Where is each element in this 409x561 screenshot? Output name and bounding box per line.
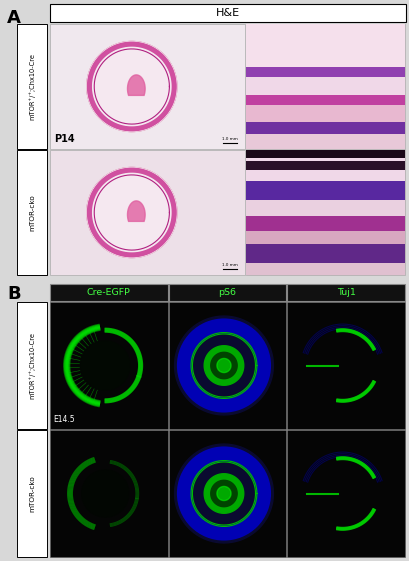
Text: 1.0 mm: 1.0 mm — [222, 137, 238, 141]
Text: pS6: pS6 — [218, 288, 236, 297]
Text: Tuj1: Tuj1 — [337, 288, 355, 297]
Text: mTOR⁺/⁺;Chx10-Cre: mTOR⁺/⁺;Chx10-Cre — [29, 53, 35, 120]
Polygon shape — [128, 75, 145, 95]
Polygon shape — [90, 171, 174, 254]
Polygon shape — [87, 168, 177, 257]
Bar — [288, 284, 405, 301]
Bar — [246, 181, 405, 200]
Polygon shape — [204, 346, 244, 385]
Text: B: B — [7, 285, 20, 303]
Bar — [288, 302, 405, 429]
Bar — [246, 134, 405, 149]
Bar — [246, 150, 405, 158]
Bar — [169, 430, 286, 557]
Polygon shape — [93, 173, 171, 252]
Bar — [17, 430, 47, 557]
Bar — [50, 150, 245, 275]
Text: H&E: H&E — [216, 8, 240, 18]
Bar — [246, 150, 405, 275]
Bar — [246, 200, 405, 216]
Bar — [246, 231, 405, 243]
Polygon shape — [90, 45, 174, 128]
Text: A: A — [7, 9, 21, 27]
Polygon shape — [211, 352, 237, 379]
Text: E14.5: E14.5 — [53, 415, 74, 424]
Bar — [246, 161, 405, 170]
Polygon shape — [204, 473, 244, 513]
Bar — [246, 76, 405, 95]
Polygon shape — [217, 358, 231, 373]
Polygon shape — [175, 316, 273, 415]
Bar — [246, 24, 405, 149]
Bar — [169, 302, 286, 429]
Bar — [50, 4, 406, 22]
Bar — [246, 105, 405, 122]
Bar — [246, 95, 405, 105]
Bar — [246, 216, 405, 231]
Text: mTOR-cko: mTOR-cko — [29, 475, 35, 512]
Bar — [288, 430, 405, 557]
Bar — [17, 24, 47, 149]
Text: 1.0 mm: 1.0 mm — [222, 263, 238, 267]
Polygon shape — [93, 47, 171, 126]
Bar — [246, 24, 405, 67]
Polygon shape — [87, 168, 177, 257]
Polygon shape — [217, 486, 231, 500]
Polygon shape — [81, 341, 130, 390]
Wedge shape — [87, 42, 177, 131]
Bar — [246, 67, 405, 76]
Text: mTOR-cko: mTOR-cko — [29, 194, 35, 231]
Wedge shape — [87, 168, 177, 257]
Bar — [50, 284, 168, 301]
Bar — [17, 302, 47, 429]
Bar — [17, 150, 47, 275]
Polygon shape — [211, 480, 237, 507]
Polygon shape — [87, 42, 177, 131]
Text: mTOR⁺/⁺;Chx10-Cre: mTOR⁺/⁺;Chx10-Cre — [29, 332, 35, 399]
Polygon shape — [175, 444, 273, 543]
Polygon shape — [87, 42, 177, 131]
Bar — [50, 302, 168, 429]
Bar — [246, 122, 405, 134]
Bar — [50, 24, 245, 149]
Text: P14: P14 — [54, 134, 74, 144]
Bar — [246, 150, 405, 181]
Bar — [169, 284, 286, 301]
Bar — [50, 430, 168, 557]
Wedge shape — [177, 319, 271, 412]
Bar — [246, 263, 405, 275]
Polygon shape — [82, 470, 129, 517]
Wedge shape — [177, 447, 271, 541]
Polygon shape — [128, 201, 145, 222]
Bar — [246, 243, 405, 263]
Text: Cre-EGFP: Cre-EGFP — [87, 288, 131, 297]
